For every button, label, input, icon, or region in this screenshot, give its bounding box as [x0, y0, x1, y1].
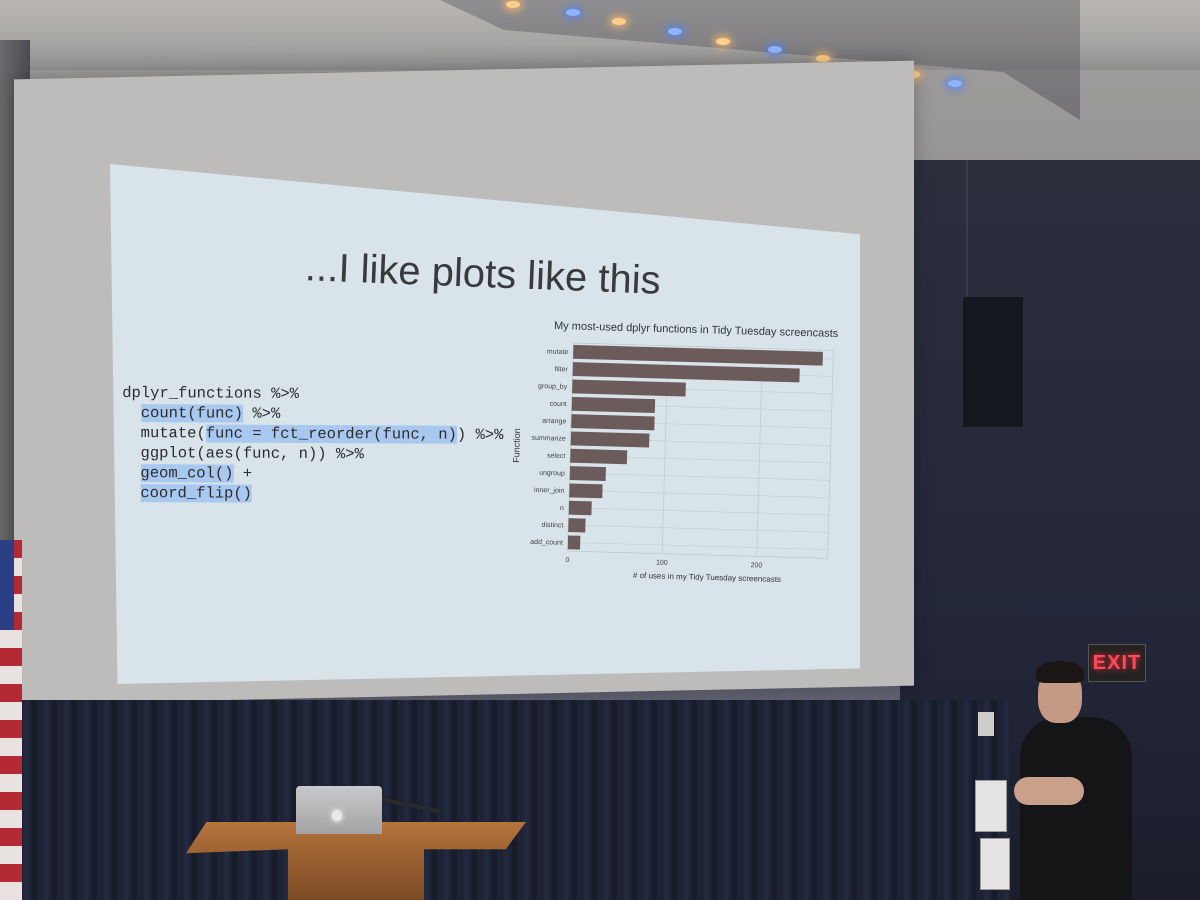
bar: [570, 448, 628, 465]
bar: [573, 344, 823, 366]
gridline: [569, 490, 830, 498]
highlighted-code: count(func): [140, 404, 244, 423]
y-tick-label: select: [547, 453, 566, 461]
code-line: geom_col() +: [122, 463, 503, 485]
stage-curtain: [0, 700, 1010, 900]
x-tick-label: 200: [750, 562, 762, 569]
ceiling-light: [816, 55, 830, 62]
highlighted-code: coord_flip(): [140, 484, 253, 503]
gridline: [568, 524, 829, 533]
ceiling-light: [612, 18, 626, 25]
y-axis-label: Function: [511, 428, 522, 463]
y-tick-label: add_count: [530, 539, 563, 547]
x-axis-label: # of uses in my Tidy Tuesday screencasts: [633, 571, 781, 584]
bar: [570, 431, 650, 448]
y-tick-label: inner_join: [534, 487, 565, 495]
highlighted-code: geom_col(): [140, 464, 234, 483]
y-tick-label: distinct: [541, 522, 563, 530]
bar: [567, 535, 581, 550]
y-tick-label: ungroup: [539, 470, 565, 478]
wall-switch: [978, 712, 994, 736]
y-tick-label: summarize: [531, 435, 566, 443]
presenter: [1000, 655, 1150, 900]
bar: [568, 500, 592, 516]
y-tick-label: group_by: [538, 383, 568, 391]
ceiling-light: [566, 9, 580, 16]
code-line: coord_flip(): [122, 483, 503, 505]
y-tick-label: filter: [554, 366, 568, 373]
code-text: ggplot(aes(func, n)) %>%: [121, 444, 364, 464]
code-text: [122, 484, 141, 502]
gridline: [568, 507, 829, 516]
code-text: ) %>%: [456, 425, 504, 444]
highlighted-code: func = fct_reorder(func, n): [205, 424, 457, 444]
bar: [571, 414, 655, 431]
gridline: [567, 343, 574, 552]
code-block: dplyr_functions %>% count(func) %>% muta…: [122, 383, 504, 505]
slide-title: ...I like plots like this: [304, 245, 662, 303]
bar: [568, 518, 586, 533]
wall-notice: [975, 780, 1007, 832]
bar: [572, 362, 800, 383]
y-tick-label: count: [550, 401, 567, 408]
wall-speaker: [962, 296, 1024, 428]
bar: [572, 379, 686, 397]
code-line: count(func) %>%: [122, 403, 503, 425]
code-text: mutate(: [122, 424, 206, 443]
laptop: [296, 786, 382, 834]
presenter-body: [1020, 717, 1132, 900]
ceiling-light: [506, 1, 520, 8]
gridline: [661, 345, 669, 554]
bar: [569, 483, 603, 499]
slide: ...I like plots like this dplyr_function…: [110, 164, 860, 684]
presenter-hands: [1014, 777, 1084, 805]
ceiling-light: [948, 80, 962, 87]
y-tick-label: mutate: [547, 349, 569, 357]
code-text: [122, 404, 141, 422]
x-tick-label: 100: [656, 560, 668, 567]
exit-sign: EXIT: [1088, 644, 1146, 682]
ceiling-light: [668, 28, 682, 35]
flag: [0, 540, 22, 900]
code-line: mutate(func = fct_reorder(func, n)) %>%: [122, 423, 504, 445]
speaker-pole: [966, 160, 968, 300]
apple-logo-icon: [332, 810, 342, 821]
code-line: dplyr_functions %>%: [122, 383, 503, 405]
chart-title: My most-used dplyr functions in Tidy Tue…: [553, 320, 839, 340]
presenter-hair: [1036, 661, 1084, 683]
ceiling-light: [768, 46, 782, 53]
wall-notice: [980, 838, 1010, 890]
code-text: [122, 464, 141, 482]
gridline: [569, 472, 830, 481]
gridline: [756, 348, 763, 557]
y-tick-label: n: [560, 505, 564, 512]
code-line: ggplot(aes(func, n)) %>%: [122, 443, 503, 465]
code-text: %>%: [243, 404, 281, 423]
bar: [569, 466, 606, 481]
x-tick-label: 0: [565, 557, 569, 564]
bar: [571, 396, 656, 414]
y-tick-label: arrange: [542, 418, 566, 426]
code-text: dplyr_functions %>%: [122, 384, 300, 403]
ceiling-light: [716, 38, 730, 45]
code-text: +: [233, 464, 253, 483]
gridline: [567, 542, 828, 550]
flag-canton: [0, 540, 14, 630]
